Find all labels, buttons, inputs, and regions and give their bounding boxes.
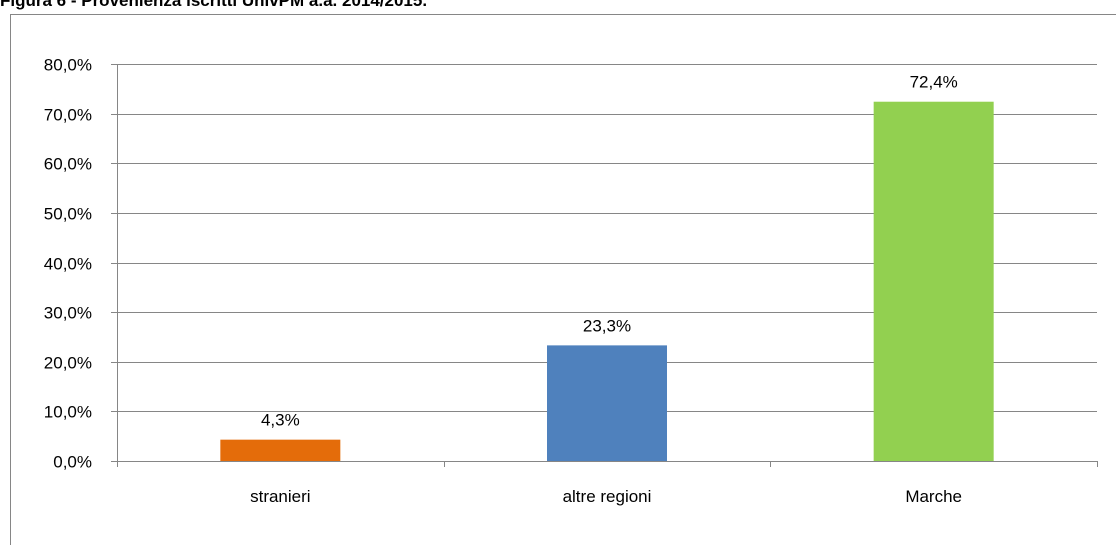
chart-title: Figura 6 - Provenienza iscritti UnivPM a…	[0, 0, 427, 10]
y-tick-label: 60,0%	[44, 155, 92, 174]
x-tick-label: stranieri	[250, 487, 310, 506]
y-tick-label: 40,0%	[44, 255, 92, 274]
x-tick-label: altre regioni	[563, 487, 652, 506]
y-tick-label: 20,0%	[44, 354, 92, 373]
y-tick-label: 30,0%	[44, 304, 92, 323]
bar	[220, 440, 340, 461]
x-tick-label: Marche	[905, 487, 962, 506]
y-tick-label: 50,0%	[44, 205, 92, 224]
bar	[547, 345, 667, 461]
y-tick-label: 0,0%	[53, 453, 92, 472]
y-tick-label: 80,0%	[44, 56, 92, 75]
data-label: 23,3%	[583, 316, 631, 335]
bar	[874, 102, 994, 461]
y-tick-label: 70,0%	[44, 106, 92, 125]
y-tick-label: 10,0%	[44, 403, 92, 422]
data-label: 72,4%	[910, 73, 958, 92]
data-label: 4,3%	[261, 411, 300, 430]
